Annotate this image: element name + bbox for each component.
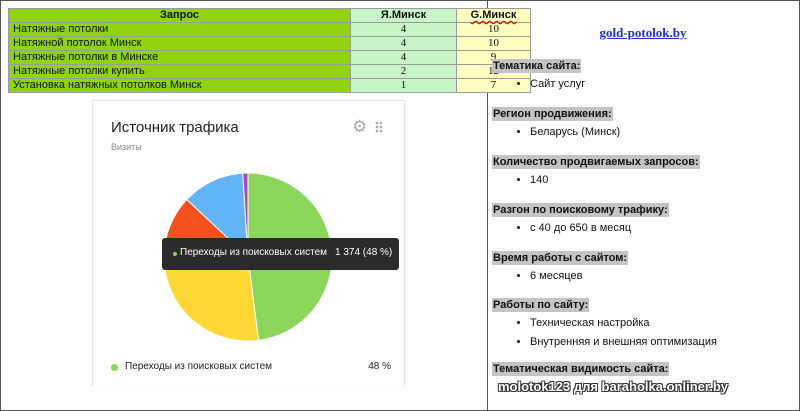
keywords-table: Запрос Я.Минск G.Минск Натяжные потолки … (8, 8, 531, 93)
tooltip-dot (173, 252, 177, 256)
table-row: Натяжной потолок Минск 4 10 (8, 36, 531, 51)
cell-query: Натяжные потолки в Минске (8, 50, 351, 65)
tooltip-value: 1 374 (48 %) (335, 247, 393, 258)
section-heading: Тематика сайта: (492, 59, 582, 73)
section-heading: Время работы с сайтом: (492, 251, 629, 265)
cell-query: Натяжные потолки купить (8, 64, 351, 79)
watermark: molotok123 для baraholka.onliner.by (498, 379, 728, 394)
section-item: с 40 до 650 в месяц (530, 221, 792, 235)
cell-yandex: 4 (350, 50, 457, 65)
cell-google: 10 (456, 36, 531, 51)
section-item: Сайт услуг (530, 77, 792, 91)
section-item: Техническая настройка (530, 316, 792, 330)
section-region: Регион продвижения: Беларусь (Минск) (492, 104, 792, 144)
section-duration: Время работы с сайтом: 6 месяцев (492, 248, 792, 288)
section-item: 42% (530, 380, 792, 394)
traffic-source-widget: Источник трафика Визиты ⚙ Переходы из по… (92, 100, 405, 386)
cell-query: Натяжной потолок Минск (8, 36, 351, 51)
site-link[interactable]: gold-potolok.by (599, 25, 687, 40)
section-heading: Разгон по поисковому трафику: (492, 203, 669, 217)
header-query: Запрос (8, 8, 351, 23)
header-yandex: Я.Минск (350, 8, 457, 23)
cell-yandex: 1 (350, 78, 457, 93)
pie-slice-1[interactable] (163, 256, 260, 342)
pie-slice-3[interactable] (186, 172, 249, 259)
table-row: Установка натяжных потолков Минск 1 7 (8, 78, 531, 93)
widget-subtitle: Визиты (111, 142, 142, 152)
section-item: 140 (530, 173, 792, 187)
cell-yandex: 4 (350, 22, 457, 37)
section-traffic-growth: Разгон по поисковому трафику: с 40 до 65… (492, 200, 792, 240)
header-google-label: G.Минск (470, 9, 517, 21)
cell-google: 10 (456, 22, 531, 37)
table-row: Натяжные потолки в Минске 4 9 (8, 50, 531, 65)
section-query-count: Количество продвигаемых запросов: 140 (492, 152, 792, 192)
grip-icon[interactable] (375, 121, 383, 133)
legend-dot (111, 364, 118, 371)
cell-query: Установка натяжных потолков Минск (8, 78, 351, 93)
table-header-row: Запрос Я.Минск G.Минск (8, 8, 531, 23)
section-heading: Работы по сайту: (492, 298, 590, 312)
widget-title: Источник трафика (111, 119, 239, 136)
header-google: G.Минск (456, 8, 531, 23)
section-heading: Количество продвигаемых запросов: (492, 155, 700, 169)
cell-query: Натяжные потолки (8, 22, 351, 37)
table-row: Натяжные потолки 4 10 (8, 22, 531, 37)
gear-icon[interactable]: ⚙ (352, 117, 368, 136)
cell-yandex: 4 (350, 36, 457, 51)
table-row: Натяжные потолки купить 2 12 (8, 64, 531, 79)
section-item: 6 месяцев (530, 269, 792, 283)
section-item: Беларусь (Минск) (530, 125, 792, 139)
legend-label: Переходы из поисковых систем (125, 361, 273, 372)
section-visibility: Тематическая видимость сайта: 42% (492, 359, 792, 399)
section-theme: Тематика сайта: Сайт услуг (492, 56, 792, 96)
section-item: Внутренняя и внешняя оптимизация (530, 335, 792, 349)
section-heading: Регион продвижения: (492, 107, 613, 121)
cell-google: 7 (456, 78, 531, 93)
tooltip-label: Переходы из поисковых систем (180, 247, 328, 258)
column-divider (487, 0, 488, 411)
chart-tooltip: Переходы из поисковых систем 1 374 (48 %… (162, 238, 399, 270)
legend-percent: 48 % (368, 361, 391, 372)
cell-yandex: 2 (350, 64, 457, 79)
section-works: Работы по сайту: Техническая настройка В… (492, 295, 792, 354)
pie-slice-4[interactable] (242, 172, 249, 258)
section-heading: Тематическая видимость сайта: (492, 362, 670, 376)
